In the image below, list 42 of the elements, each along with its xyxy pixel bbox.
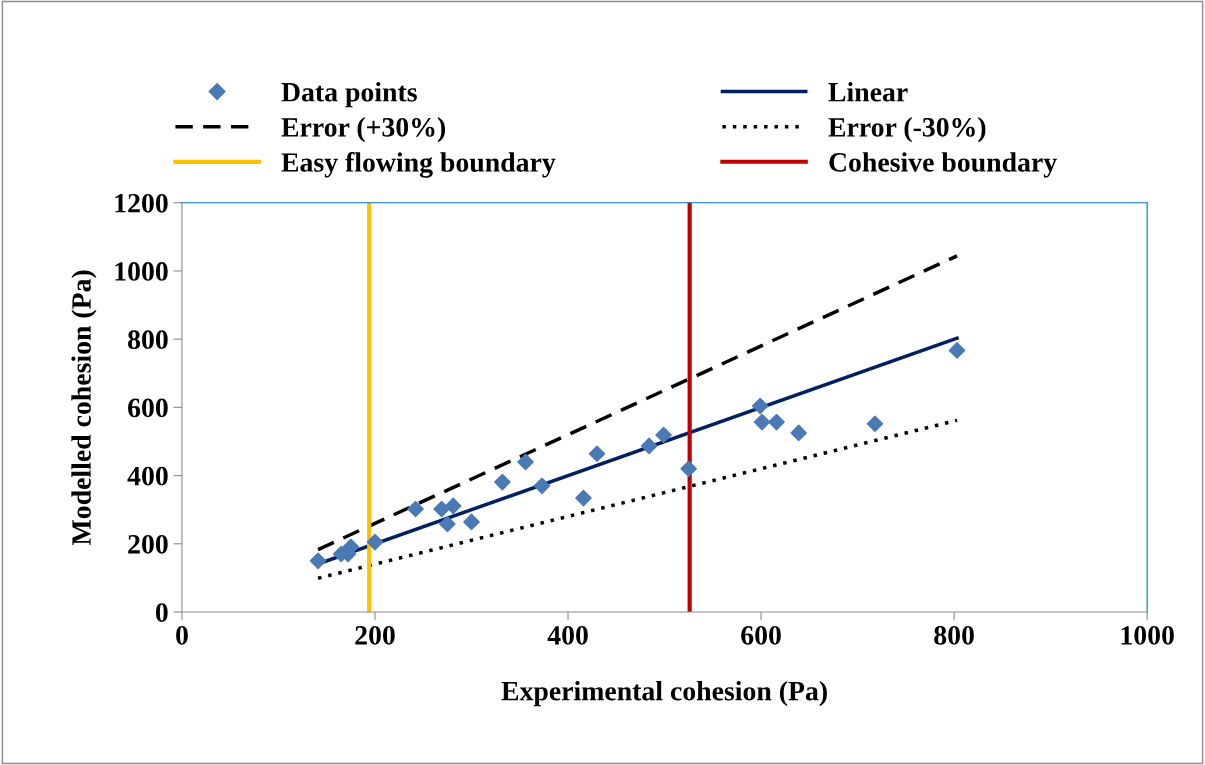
legend-label: Easy flowing boundary xyxy=(281,152,556,178)
y-tick-label: 600 xyxy=(128,398,168,418)
legend-label: Data points xyxy=(281,82,417,108)
point xyxy=(444,497,462,515)
point xyxy=(866,415,884,433)
point xyxy=(640,437,658,455)
point xyxy=(494,473,511,491)
legend-label: Cohesive boundary xyxy=(829,152,1057,178)
y-tick-label: 400 xyxy=(127,466,168,486)
x-axis-title: Experimental cohesion (Pa) xyxy=(501,680,827,707)
x-tick-label: 0 xyxy=(176,626,188,645)
point xyxy=(309,552,327,570)
point xyxy=(753,413,771,431)
y-axis-title: Modelled cohesion (Pa) xyxy=(71,270,97,545)
point xyxy=(533,477,551,495)
point xyxy=(439,515,456,533)
x-tick-label: 200 xyxy=(355,626,395,645)
legend-label: Error (+30%) xyxy=(281,117,446,143)
point xyxy=(433,500,450,518)
y-tick-label: 1000 xyxy=(115,262,168,281)
point xyxy=(366,533,384,551)
point xyxy=(751,397,769,415)
point xyxy=(680,460,697,478)
point xyxy=(790,424,808,442)
legend-label: Error (-30%) xyxy=(828,117,986,143)
y-tick-label: 200 xyxy=(128,534,168,554)
point xyxy=(463,513,480,531)
point xyxy=(517,453,534,471)
point xyxy=(948,342,966,359)
point xyxy=(588,445,606,463)
y-tick-label: 0 xyxy=(155,603,168,622)
point xyxy=(575,489,592,507)
point xyxy=(407,500,424,518)
y-tick-label: 800 xyxy=(128,330,168,350)
x-tick-label: 400 xyxy=(547,626,588,645)
point xyxy=(655,426,672,444)
y-tick-label: 1200 xyxy=(115,193,168,213)
x-tick-label: 1000 xyxy=(1121,626,1174,645)
legend-label: Linear xyxy=(828,82,908,102)
x-tick-label: 600 xyxy=(741,626,781,645)
point xyxy=(768,413,785,431)
x-tick-label: 800 xyxy=(934,626,974,645)
